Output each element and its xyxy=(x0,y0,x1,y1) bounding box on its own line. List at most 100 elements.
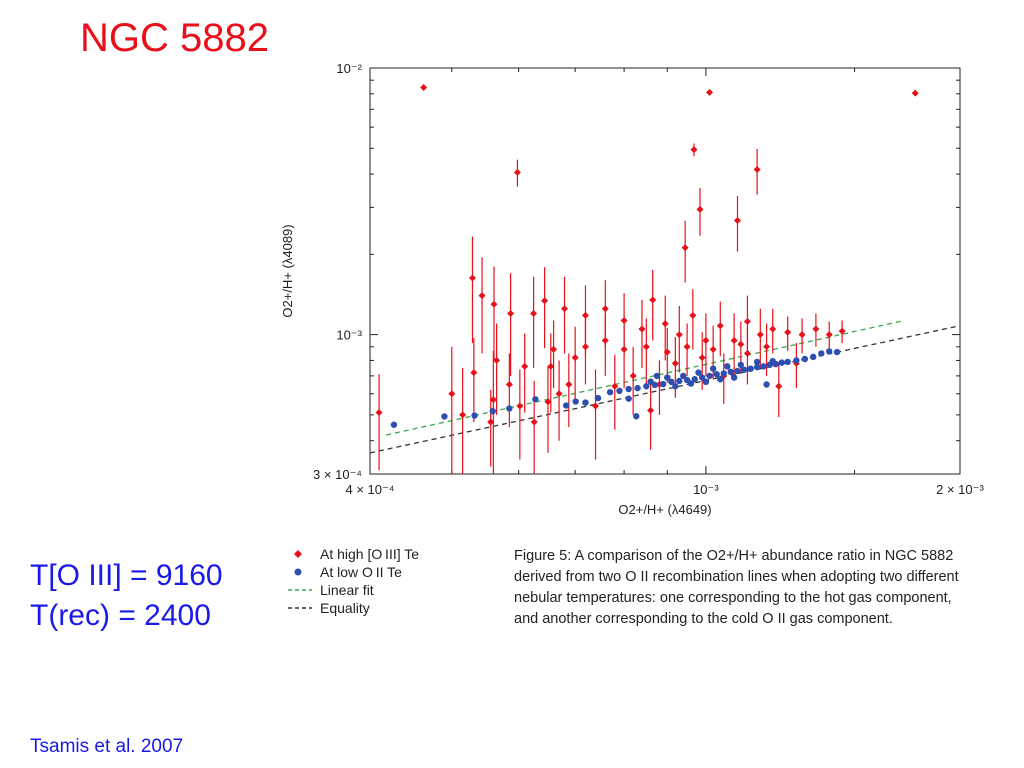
high-te-point xyxy=(592,402,600,410)
high-te-point xyxy=(689,311,697,319)
high-te-point xyxy=(681,244,689,252)
high-te-point xyxy=(709,345,717,353)
high-te-point xyxy=(638,325,646,333)
low-te-point xyxy=(740,366,748,373)
low-te-point xyxy=(801,355,809,363)
low-te-point xyxy=(753,358,761,366)
high-te-point xyxy=(730,337,738,345)
legend-label-equality: Equality xyxy=(320,600,370,616)
high-te-point xyxy=(663,348,671,356)
green-dash-icon xyxy=(286,581,320,599)
high-te-point xyxy=(375,409,383,417)
low-te-point xyxy=(763,381,770,388)
high-te-point xyxy=(737,340,745,348)
red-diamond-icon xyxy=(286,545,320,563)
low-te-point xyxy=(753,363,761,371)
high-te-point xyxy=(507,309,515,317)
legend-item-equality: Equality xyxy=(286,599,419,617)
high-te-point xyxy=(775,382,783,390)
legend-label-fit: Linear fit xyxy=(320,582,374,598)
low-te-point xyxy=(826,348,833,355)
low-te-point xyxy=(724,363,731,370)
low-te-point xyxy=(594,394,602,402)
low-te-point xyxy=(572,398,579,405)
citation: Tsamis et al. 2007 xyxy=(30,736,184,757)
low-te-point xyxy=(634,384,641,392)
temperature-values: T[O III] = 9160 T(rec) = 2400 xyxy=(30,556,223,636)
low-te-point xyxy=(809,353,817,361)
low-te-point xyxy=(720,370,727,377)
low-te-point xyxy=(672,383,679,390)
low-te-point xyxy=(616,387,623,395)
low-te-point xyxy=(562,402,570,409)
high-te-point xyxy=(671,359,679,367)
low-te-point xyxy=(506,405,513,412)
high-te-point xyxy=(698,354,706,362)
high-te-point xyxy=(769,325,777,333)
low-te-point xyxy=(793,357,800,364)
low-te-point xyxy=(713,371,720,378)
low-te-point xyxy=(687,380,695,387)
high-te-point xyxy=(611,382,619,390)
high-te-point xyxy=(561,305,569,313)
temp-oiii: T[O III] = 9160 xyxy=(30,559,223,592)
high-te-point xyxy=(420,84,428,92)
high-te-point xyxy=(505,380,513,388)
high-te-point xyxy=(661,320,669,328)
blue-circle-icon xyxy=(286,563,320,581)
low-te-point xyxy=(643,383,650,390)
high-te-point xyxy=(696,205,704,213)
legend: At high [O III] Te At low O II Te Linear… xyxy=(286,545,419,617)
low-te-point xyxy=(676,377,683,385)
caption-text: A comparison of the O2+/H+ abundance rat… xyxy=(514,548,959,627)
y-tick-label: 10⁻² xyxy=(336,61,362,76)
x-tick-label: 2 × 10⁻³ xyxy=(936,482,984,497)
black-dash-icon xyxy=(286,599,320,617)
high-te-point xyxy=(702,337,710,345)
high-te-point xyxy=(521,362,529,370)
low-te-point xyxy=(784,358,791,366)
low-te-point xyxy=(664,374,671,381)
low-te-point xyxy=(769,357,776,365)
high-te-point xyxy=(642,343,650,351)
low-te-point xyxy=(647,378,654,385)
high-te-point xyxy=(487,418,495,426)
high-te-point xyxy=(763,343,771,351)
high-te-point xyxy=(547,362,555,370)
low-te-point xyxy=(699,374,706,381)
y-axis-label: O2+/H+ (λ4089) xyxy=(280,224,295,317)
low-te-point xyxy=(730,374,738,381)
high-te-point xyxy=(493,356,501,364)
low-te-point xyxy=(747,365,754,372)
high-te-point xyxy=(690,146,698,154)
legend-item-high: At high [O III] Te xyxy=(286,545,419,563)
x-tick-label: 4 × 10⁻⁴ xyxy=(346,482,395,497)
low-te-point xyxy=(489,408,496,415)
high-te-point xyxy=(753,166,761,174)
high-te-point xyxy=(544,398,552,406)
high-te-point xyxy=(784,328,792,336)
high-te-point xyxy=(798,331,806,339)
low-te-point xyxy=(633,413,640,420)
equality-line xyxy=(370,325,960,454)
low-te-point xyxy=(734,367,741,375)
high-te-point xyxy=(530,309,538,317)
high-te-point xyxy=(530,418,538,426)
low-te-point xyxy=(582,399,589,406)
low-te-point xyxy=(625,395,632,402)
high-te-point xyxy=(601,305,609,313)
low-te-point xyxy=(695,369,702,376)
high-te-point xyxy=(812,325,820,333)
low-te-point xyxy=(471,412,478,419)
high-te-point xyxy=(825,331,833,339)
legend-label-high: At high [O III] Te xyxy=(320,546,420,562)
high-te-point xyxy=(620,345,628,353)
high-te-point xyxy=(459,411,467,419)
y-tick-label: 10⁻³ xyxy=(336,328,362,343)
legend-item-fit: Linear fit xyxy=(286,581,419,599)
high-te-point xyxy=(911,89,919,97)
high-te-point xyxy=(629,372,637,380)
high-te-point xyxy=(448,390,456,398)
figure-caption: Figure 5: A comparison of the O2+/H+ abu… xyxy=(514,546,964,630)
